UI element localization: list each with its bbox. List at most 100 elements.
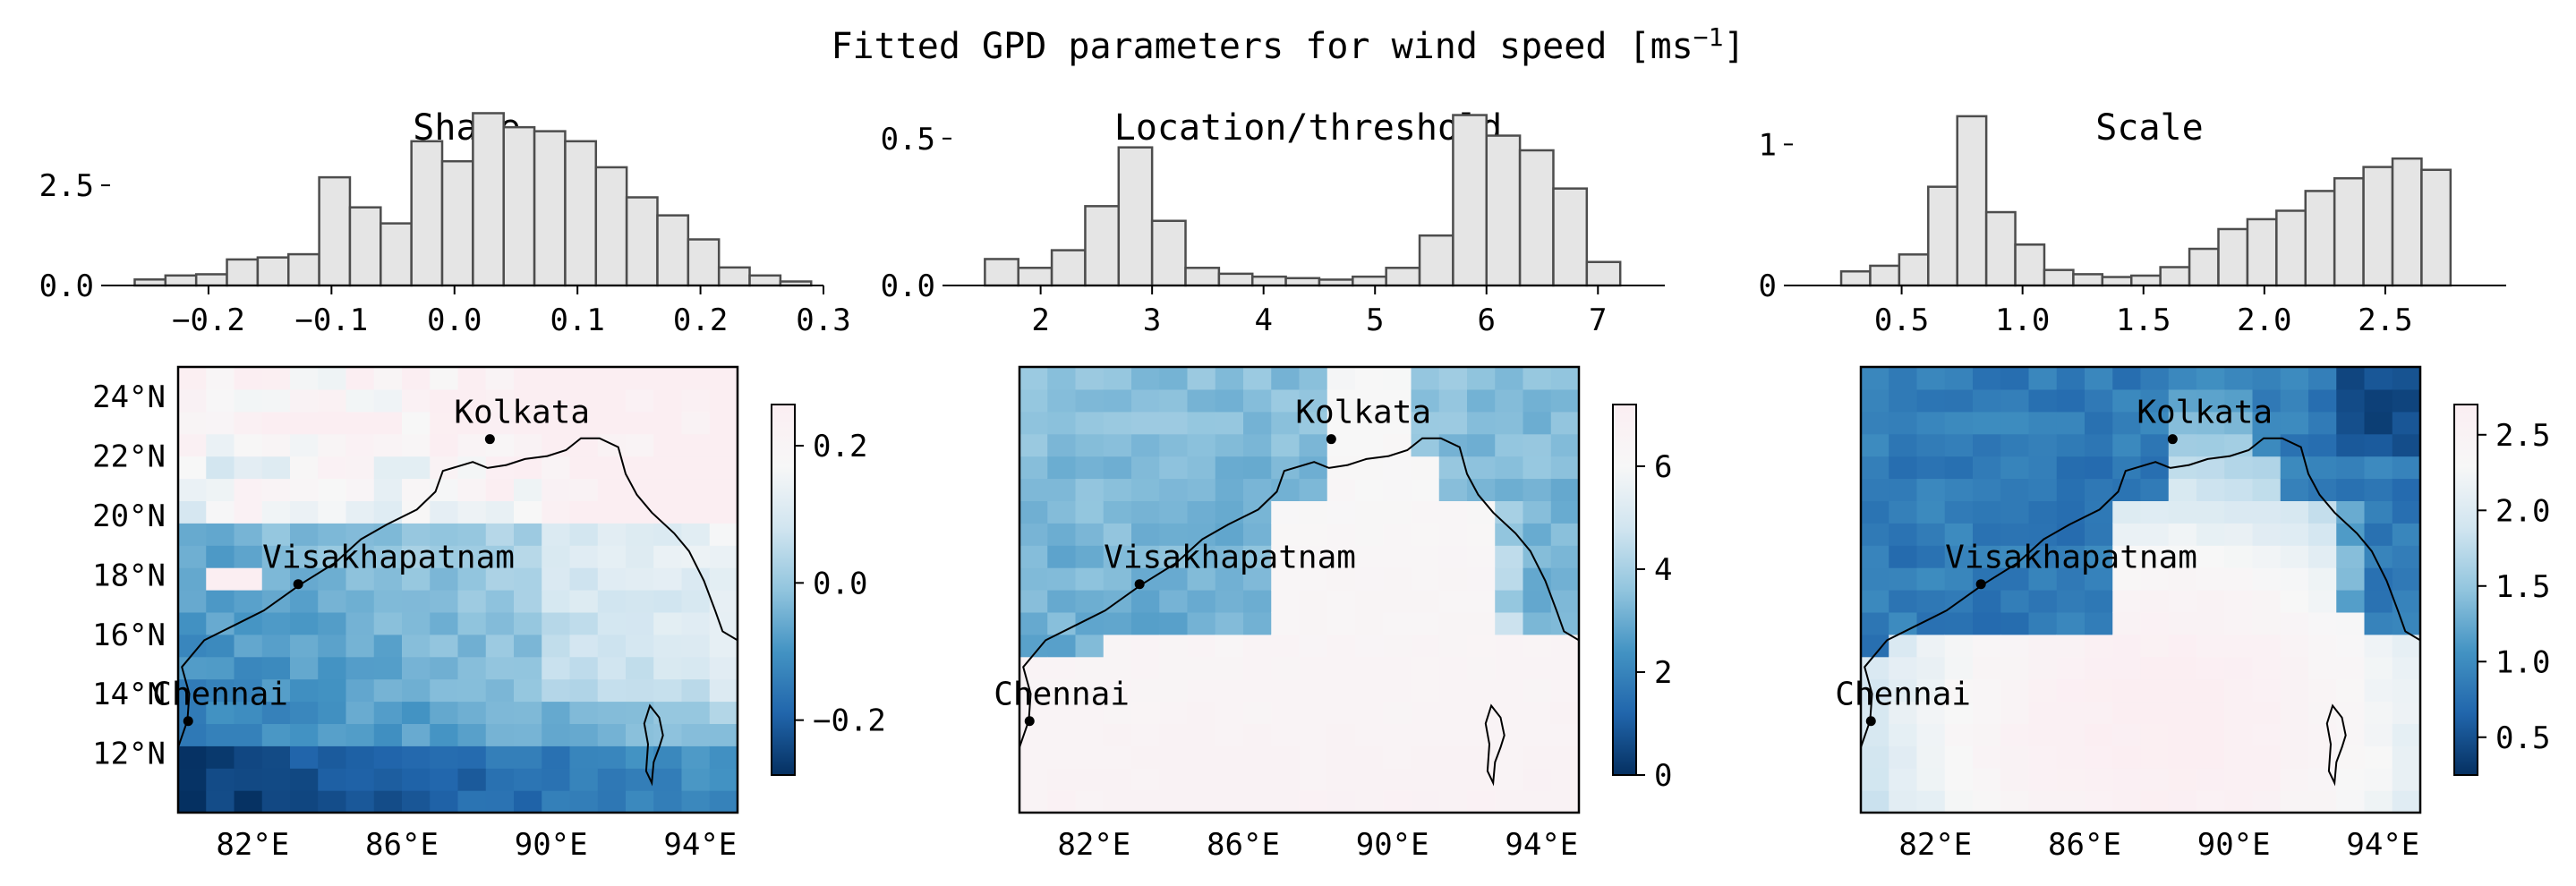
heatmap-cell	[1243, 433, 1272, 457]
heatmap-cell	[2252, 701, 2282, 724]
heatmap-cell	[514, 388, 542, 413]
heatmap-cell	[1131, 790, 1160, 813]
heatmap-cell	[1103, 388, 1132, 413]
heatmap-cell	[234, 456, 263, 480]
heatmap-cell	[318, 500, 347, 524]
heatmap-cell	[1047, 634, 1077, 658]
heatmap-cell	[1131, 768, 1160, 791]
heatmap-cell	[206, 723, 235, 746]
heatmap-cell	[373, 456, 403, 480]
heatmap-cell	[1438, 367, 1468, 390]
heatmap-cell	[2085, 411, 2113, 435]
heatmap-cell	[1243, 701, 1272, 724]
heatmap-cell	[709, 478, 738, 501]
heatmap-cell	[178, 456, 207, 480]
heatmap-cell	[1075, 500, 1105, 524]
heatmap-cell	[234, 545, 263, 568]
heatmap-cell	[261, 768, 291, 791]
heatmap-cell	[1103, 790, 1132, 813]
heatmap-cell	[1047, 768, 1077, 791]
heatmap-cell	[514, 545, 542, 568]
heatmap-cell	[2364, 634, 2393, 658]
heatmap-cell	[2308, 500, 2337, 524]
heatmap-cell	[1973, 590, 2001, 613]
heatmap-cell	[373, 790, 403, 813]
heatmap-cell	[1438, 745, 1468, 769]
city-marker	[1865, 716, 1876, 727]
heatmap-cell	[1075, 411, 1105, 435]
histogram-bar	[1050, 249, 1087, 287]
heatmap-cell	[2392, 433, 2420, 457]
heatmap-cell	[1550, 523, 1579, 546]
histogram-bar	[533, 130, 567, 287]
heatmap-cell	[1550, 367, 1579, 390]
heatmap-cell	[2364, 790, 2393, 813]
heatmap-cell	[402, 701, 431, 724]
heatmap-cell	[681, 656, 711, 680]
heatmap-cell	[2028, 745, 2058, 769]
heatmap-cell	[234, 590, 263, 613]
heatmap-cell	[2112, 634, 2142, 658]
heatmap-cell	[2028, 701, 2058, 724]
heatmap-cell	[1271, 545, 1301, 568]
heatmap-cell	[1861, 567, 1889, 591]
heatmap-cell	[2392, 478, 2420, 501]
histogram-bar	[318, 175, 352, 287]
heatmap-cell	[1047, 745, 1077, 769]
heatmap-cell	[1916, 367, 1946, 390]
heatmap-cell	[430, 723, 459, 746]
heatmap-cell	[457, 545, 487, 568]
heatmap-cell	[1243, 634, 1272, 658]
colorbar-tick-label: 0.5	[2495, 720, 2550, 756]
heatmap-cell	[1467, 545, 1496, 568]
heatmap-cell	[1326, 567, 1356, 591]
histogram-bar	[1418, 234, 1454, 287]
heatmap-cell	[1187, 590, 1216, 613]
heatmap-cell	[653, 388, 683, 413]
histogram-bar	[717, 266, 751, 287]
heatmap-cell	[2224, 656, 2254, 680]
heatmap-cell	[373, 545, 403, 568]
heatmap-cell	[1243, 656, 1272, 680]
heatmap-cell	[1075, 367, 1105, 390]
heatmap-cell	[373, 768, 403, 791]
heatmap-cell	[681, 523, 711, 546]
heatmap-cell	[290, 745, 319, 769]
heatmap-cell	[1019, 433, 1048, 457]
heatmap-cell	[2028, 367, 2058, 390]
heatmap-cell	[1243, 768, 1272, 791]
heatmap-cell	[2168, 500, 2197, 524]
heatmap-cell	[514, 567, 542, 591]
heatmap-cell	[402, 634, 431, 658]
heatmap-cell	[2196, 523, 2225, 546]
colorbar-tick-label: 0.0	[813, 566, 867, 601]
heatmap-cell	[681, 701, 711, 724]
histogram-bar	[1984, 210, 2017, 287]
heatmap-cell	[2168, 478, 2197, 501]
heatmap-cell	[206, 768, 235, 791]
city-label: Chennai	[994, 677, 1130, 713]
heatmap-cell	[2252, 590, 2282, 613]
map-lat-label: 16°N	[92, 618, 166, 653]
map-lon-label: 94°E	[1505, 827, 1578, 863]
heatmap-cell	[681, 590, 711, 613]
heatmap-cell	[2056, 590, 2086, 613]
heatmap-cell	[1523, 388, 1552, 413]
heatmap-cell	[290, 456, 319, 480]
heatmap-cell	[1467, 411, 1496, 435]
heatmap-cell	[2252, 790, 2282, 813]
heatmap-cell	[2196, 745, 2225, 769]
map-lon-label: 82°E	[216, 827, 289, 863]
heatmap-cell	[1326, 478, 1356, 501]
heatmap-cell	[1973, 678, 2001, 703]
heatmap-cell	[1243, 678, 1272, 703]
heatmap-cell	[2028, 790, 2058, 813]
heatmap-cell	[2392, 723, 2420, 746]
heatmap-cell	[2224, 634, 2254, 658]
heatmap-cell	[345, 634, 375, 658]
heatmap-cell	[234, 723, 263, 746]
heatmap-cell	[597, 611, 627, 635]
heatmap-cell	[2196, 545, 2225, 568]
coastline	[1861, 437, 2420, 748]
histogram-x-tick-label: −0.1	[294, 302, 368, 338]
